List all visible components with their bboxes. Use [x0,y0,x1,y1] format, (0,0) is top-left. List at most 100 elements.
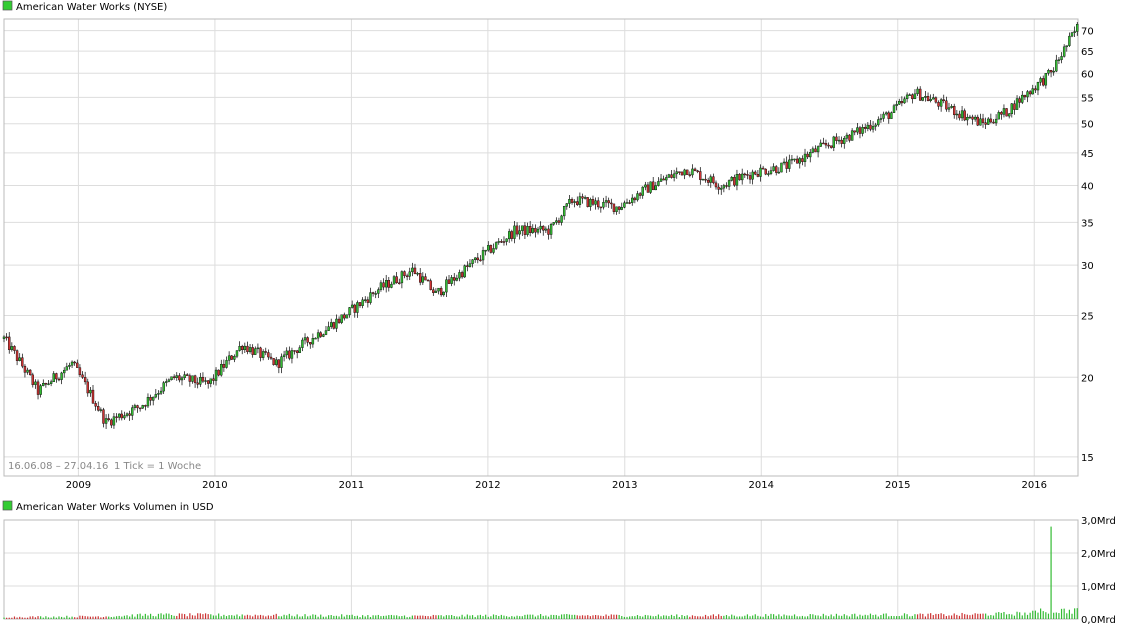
volume-bar [1032,610,1034,619]
volume-bar [445,615,447,619]
volume-bar [291,615,293,619]
volume-bar [456,616,458,619]
volume-bar [505,616,508,619]
candle-body [204,380,207,382]
volume-bar [466,614,468,619]
volume-bar [388,615,390,619]
candle-body [426,279,430,282]
candle-body [942,99,945,102]
candle-body [214,369,218,381]
volume-bar [822,613,824,619]
candle-body [950,106,953,108]
candle-body [725,185,728,187]
candle-body [63,369,66,374]
volume-bar [286,615,288,619]
volume-bar [503,615,505,619]
candle-body [680,171,684,176]
candle-body [1007,113,1011,117]
candle-body [123,415,126,419]
candle-body [102,409,105,424]
volume-bar [458,616,461,619]
volume-bar [718,614,720,619]
candle-body [34,381,37,385]
volume-bars [3,526,1078,619]
candle-body [243,345,247,351]
candle-body [269,356,273,359]
volume-bar [385,615,387,619]
volume-bar [299,616,301,619]
volume-bar [848,616,851,619]
candle-body [714,182,718,188]
volume-bar [613,614,615,619]
candle-body [617,206,621,210]
volume-bar [362,615,364,619]
volume-bar [55,617,57,619]
candle-body [473,257,477,260]
volume-bar [81,615,84,619]
volume-bar [689,616,691,619]
volume-bar [53,616,55,619]
volume-bar [521,616,523,619]
candle-body [740,173,744,181]
volume-bar [244,615,246,619]
candle-body [230,355,233,360]
volume-bar [139,613,141,619]
candle-body [144,405,147,407]
candle-body [654,185,658,191]
candle-body [699,171,702,180]
volume-bar [231,615,233,619]
candle-body [487,245,490,251]
candle-body [709,176,712,183]
volume-bar [249,615,251,619]
candle-body [937,102,940,107]
candle-body [23,365,27,373]
volume-bar [377,614,379,619]
candle-body [688,174,692,176]
candle-body [261,351,265,358]
candle-body [94,403,97,407]
candle-body [1000,112,1003,115]
volume-bar [327,615,330,619]
volume-bar [1047,613,1050,619]
candle-body [141,405,144,409]
candle-body [209,378,212,384]
volume-bar [560,614,563,619]
candle-body [175,375,178,378]
volume-bar [427,616,429,619]
volume-bar [812,614,814,619]
volume-bar [875,614,877,619]
candle-body [939,99,943,107]
candle-body [892,105,896,113]
candle-body [610,202,613,205]
candle-body [798,158,801,164]
candle-body [316,332,320,339]
volume-bar [11,617,13,619]
candle-body [152,396,155,401]
volume-bar [155,616,157,619]
volume-bar [898,616,900,619]
candle-body [785,161,788,169]
volume-bar [440,615,442,619]
candle-body [934,97,938,103]
candle-body [468,263,472,267]
candle-body [120,413,123,419]
volume-bar [1045,612,1047,619]
volume-bar [762,616,764,619]
volume-bar [767,615,769,619]
volume-bar [461,614,463,619]
price-candles [2,22,1079,430]
volume-bar [126,615,128,619]
candle-body [361,299,364,306]
volume-bar [246,614,249,619]
volume-legend-swatch [2,500,13,511]
candle-body [803,153,807,162]
candle-body [68,365,71,367]
volume-bar [773,614,775,619]
candle-body [138,407,142,410]
candle-body [392,276,396,285]
candle-body [167,379,171,382]
candle-body [395,276,398,284]
candle-body [905,94,909,100]
candle-body [434,290,438,293]
volume-bar [29,616,31,619]
